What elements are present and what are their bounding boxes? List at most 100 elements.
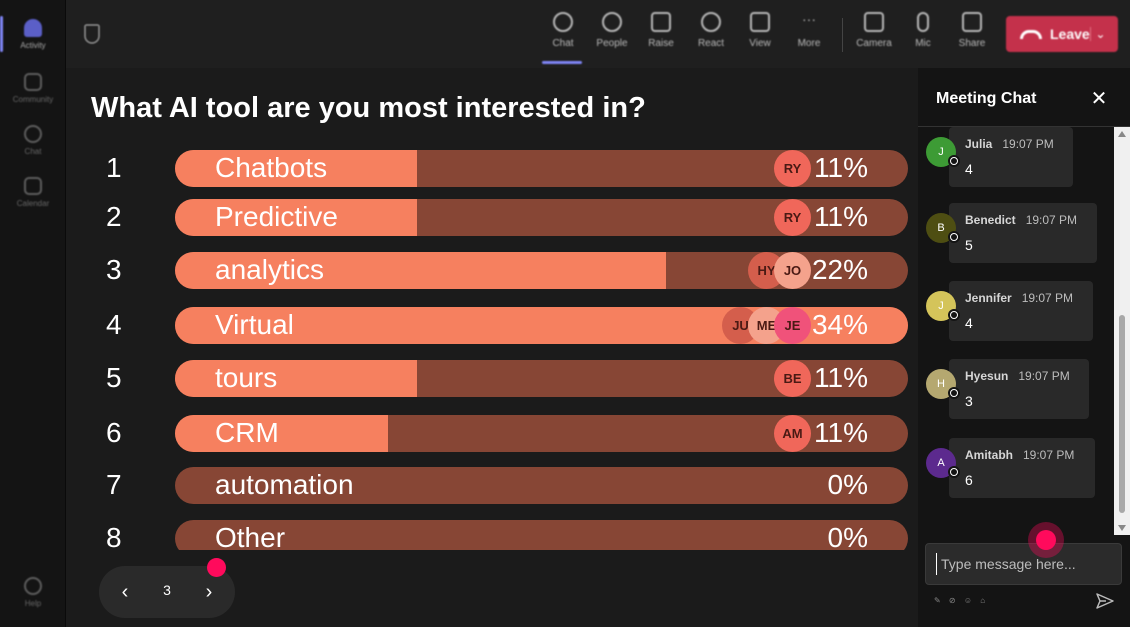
rail-item-activity[interactable]: Activity — [0, 8, 62, 60]
chevron-left-icon[interactable]: ‹ — [121, 581, 129, 603]
option-bar: automation 0% — [175, 467, 908, 504]
scroll-up-icon[interactable] — [1118, 131, 1126, 137]
option-bar: Predictive RY 11% — [175, 199, 908, 236]
poll-options: 1 Chatbots RY 11% 2 Predictive RY 11% 3 analytics… — [66, 150, 918, 550]
option-label: Other — [215, 522, 286, 550]
sender-name: Jennifer — [965, 291, 1012, 305]
message-header: Jennifer 19:07 PM — [965, 289, 1077, 307]
option-percentage: 11% — [814, 417, 868, 448]
chat-message: Jennifer 19:07 PM 4 J — [918, 281, 1114, 347]
voter-avatar: AM — [774, 415, 811, 452]
view-button[interactable]: View — [737, 8, 783, 62]
rail-item-label: Community — [12, 94, 54, 104]
presence-status-icon — [948, 231, 960, 243]
leave-button-label: Leave — [1050, 26, 1090, 42]
camera-button[interactable]: Camera — [851, 8, 897, 62]
click-indicator — [207, 558, 226, 577]
rail-item-label: Calendar — [16, 198, 50, 208]
option-label: analytics — [215, 254, 324, 285]
option-percentage: 11% — [814, 362, 868, 393]
option-percentage: 0% — [827, 469, 868, 500]
camera-button-label: Camera — [856, 38, 892, 49]
view-button-label: View — [749, 38, 771, 49]
message-body: 4 — [965, 315, 973, 331]
rail-item-label: Activity — [20, 40, 46, 50]
scroll-thumb[interactable] — [1119, 315, 1125, 513]
chat-panel-title: Meeting Chat — [936, 90, 1037, 107]
compose-box[interactable] — [925, 543, 1122, 585]
message-timestamp: 19:07 PM — [1018, 369, 1070, 383]
option-bar: Other 0% — [175, 520, 908, 550]
people-button[interactable]: People — [589, 8, 635, 62]
close-icon[interactable]: ✕ — [1090, 88, 1108, 110]
chat-message: Julia 19:07 PM 4 J — [918, 127, 1114, 193]
raise-hand-button-label: Raise — [648, 38, 674, 49]
raise-hand-button[interactable]: Raise — [638, 8, 684, 62]
send-icon[interactable] — [1094, 590, 1116, 612]
option-bar-fill — [175, 199, 417, 236]
more-icon: ··· — [802, 11, 816, 27]
option-percentage: 11% — [814, 152, 868, 183]
message-header: Amitabh 19:07 PM — [965, 446, 1079, 464]
rail-item-help[interactable]: Help — [4, 566, 62, 618]
option-label: Chatbots — [215, 152, 328, 183]
presence-status-icon — [948, 387, 960, 399]
rail-item-calendar[interactable]: Calendar — [4, 166, 62, 218]
rail-item-label: Chat — [24, 146, 42, 156]
chevron-right-icon[interactable]: › — [205, 581, 213, 603]
phone-hangup-icon — [1020, 29, 1042, 39]
share-button-label: Share — [958, 38, 986, 49]
message-bubble[interactable]: Hyesun 19:07 PM 3 — [949, 359, 1089, 419]
option-bar-fill — [175, 415, 388, 452]
rail-item-community[interactable]: Community — [4, 62, 62, 114]
option-bar: CRM AM 11% — [175, 415, 908, 452]
presence-status-icon — [948, 466, 960, 478]
option-bar: Virtual JU ME JE 34% — [175, 307, 908, 344]
more-button[interactable]: ··· More — [786, 8, 832, 62]
chat-button[interactable]: Chat — [540, 8, 586, 64]
share-button[interactable]: Share — [949, 8, 995, 62]
click-indicator — [1028, 522, 1064, 558]
option-number: 8 — [106, 522, 122, 550]
message-input[interactable] — [936, 553, 1111, 575]
message-header: Julia 19:07 PM — [965, 135, 1057, 153]
page-number: 3 — [163, 582, 171, 598]
message-bubble[interactable]: Jennifer 19:07 PM 4 — [949, 281, 1093, 341]
chevron-down-icon[interactable]: ⌄ — [1090, 27, 1110, 41]
poll-option-row: 6 CRM AM 11% — [66, 415, 918, 453]
option-label: automation — [215, 469, 354, 500]
message-header: Benedict 19:07 PM — [965, 211, 1081, 229]
chat-divider — [918, 126, 1130, 127]
people-icon — [602, 12, 622, 32]
option-label: Virtual — [215, 309, 294, 340]
react-button[interactable]: React — [688, 8, 734, 62]
message-timestamp: 19:07 PM — [1002, 137, 1054, 151]
option-percentage: 11% — [814, 201, 868, 232]
option-bar: Chatbots RY 11% — [175, 150, 908, 187]
leave-button[interactable]: Leave ⌄ — [1006, 16, 1118, 52]
meeting-chat-panel: Meeting Chat ✕ Julia 19:07 PM 4 J Benedict 19… — [918, 68, 1130, 627]
message-bubble[interactable]: Amitabh 19:07 PM 6 — [949, 438, 1095, 498]
scroll-down-icon[interactable] — [1118, 525, 1126, 531]
chat-message: Amitabh 19:07 PM 6 A — [918, 438, 1114, 504]
people-button-label: People — [596, 38, 628, 49]
message-body: 5 — [965, 237, 973, 253]
sender-name: Julia — [965, 137, 993, 151]
react-button-label: React — [697, 38, 725, 49]
format-tools-icon[interactable]: ✎ ⊘ ☺ ⌂ — [934, 596, 989, 605]
rail-item-chat[interactable]: Chat — [4, 114, 62, 166]
poll-results: What AI tool are you most interested in?… — [66, 68, 918, 627]
voter-avatar: JO — [774, 252, 811, 289]
option-percentage: 0% — [827, 522, 868, 550]
poll-option-row: 7 automation 0% — [66, 467, 918, 505]
message-bubble[interactable]: Julia 19:07 PM 4 — [949, 127, 1073, 187]
more-button-label: More — [797, 38, 821, 49]
message-body: 3 — [965, 393, 973, 409]
rail-item-label: Help — [24, 598, 42, 608]
mic-button[interactable]: Mic — [900, 8, 946, 62]
sender-name: Hyesun — [965, 369, 1009, 383]
message-bubble[interactable]: Benedict 19:07 PM 5 — [949, 203, 1097, 263]
option-percentage: 34% — [811, 309, 868, 340]
chat-scrollbar[interactable] — [1114, 127, 1130, 535]
voter-avatar: RY — [774, 150, 811, 187]
